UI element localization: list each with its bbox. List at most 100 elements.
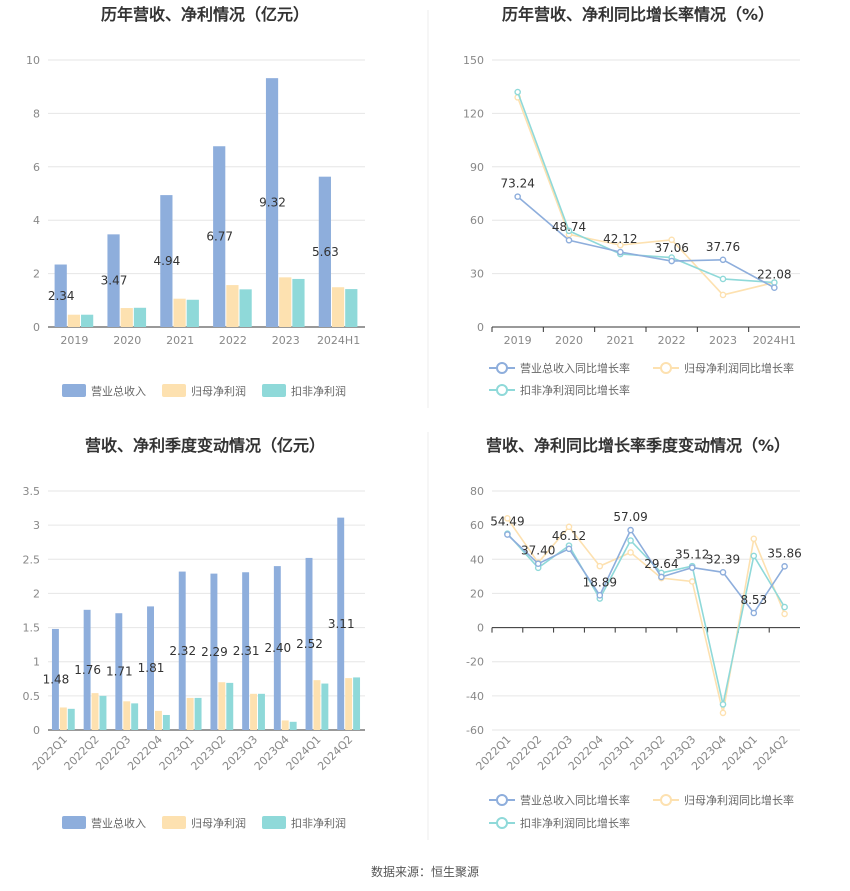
y-tick-label: 0.5 [23,690,41,703]
data-label: 5.63 [312,245,339,259]
legend-label: 归母净利润同比增长率 [684,361,794,375]
data-source-note: 数据来源：恒生聚源 [371,864,479,879]
data-point [627,526,634,534]
data-point [781,610,788,618]
bar-net-profit [91,693,99,730]
data-point [534,560,542,568]
x-tick-label: 2024Q2 [315,733,355,773]
bar-revenue [242,572,250,730]
bar-net-profit [173,298,186,327]
bar-net-profit [313,680,321,730]
bar-deducted-profit [289,721,297,730]
x-tick-label: 2021 [166,334,194,347]
data-point [627,549,634,556]
data-point [719,291,727,299]
bar-revenue [305,557,313,730]
y-tick-label: 20 [470,587,484,600]
x-tick-label: 2020 [113,334,141,347]
bar-revenue [160,195,173,327]
data-label: 37.06 [654,241,688,255]
data-point [514,193,521,200]
y-tick-label: 60 [470,519,484,532]
data-label: 73.24 [500,177,534,191]
data-label: 3.11 [328,617,355,631]
bar-deducted-profit [131,703,139,730]
legend-swatch [262,384,286,397]
data-point [668,257,675,265]
chart-title: 历年营收、净利情况（亿元） [101,5,309,24]
legend-label: 扣非净利润 [291,816,346,830]
data-label: 54.49 [490,515,524,529]
bar-deducted-profit [345,289,358,327]
y-tick-label: 8 [33,107,40,120]
y-tick-label: 1.5 [23,622,41,635]
data-point [565,523,573,531]
bar-net-profit [123,701,131,730]
data-label: 1.76 [74,663,101,677]
data-point [565,545,573,553]
bar-revenue [318,176,331,327]
quarterly-revenue-profit-chart: 营收、净利季度变动情况（亿元） 00.511.522.533.52022Q120… [23,436,365,830]
legend-swatch-marker [496,817,508,829]
data-label: 35.86 [767,546,801,560]
y-tick-label: -60 [466,724,484,737]
data-label: 2.32 [169,644,196,658]
x-tick-label: 2023 [272,334,300,347]
data-point [719,275,727,283]
legend-label: 归母净利润同比增长率 [684,793,794,807]
data-point [596,562,604,570]
bar-net-profit [120,308,133,327]
legend-swatch [162,816,186,829]
bar-deducted-profit [239,289,252,327]
y-tick-label: 3 [33,519,40,532]
bar-deducted-profit [321,683,329,730]
data-label: 6.77 [206,230,233,244]
x-tick-label: 2021 [606,334,634,347]
legend-label: 归母净利润 [191,816,246,830]
y-tick-label: 0 [477,321,484,334]
legend-swatch-marker [660,362,672,374]
data-point [668,236,675,244]
legend-swatch-marker [496,384,508,396]
y-tick-label: 2 [33,268,40,281]
data-point [596,592,604,599]
data-point [504,515,511,522]
data-point [565,236,573,244]
bar-revenue [178,571,186,730]
annual-growth-rate-chart: 历年营收、净利同比增长率情况（%） 0 30 60 90 120 150 2019 2020 2… [463,5,800,397]
bar-revenue [265,78,279,327]
data-point [658,573,665,581]
y-tick-label: 90 [470,161,484,174]
bar-revenue [147,606,154,730]
data-label: 1.71 [106,665,133,679]
bar-revenue [51,628,59,730]
bar-net-profit [281,720,289,730]
data-label: 2.31 [233,644,260,658]
legend-label: 营业总收入同比增长率 [520,361,630,375]
y-tick-label: 80 [470,485,484,498]
bar-revenue [107,234,120,327]
data-point [750,552,758,560]
bar-revenue [273,566,281,730]
bar-net-profit [218,682,226,730]
data-label: 9.32 [259,196,286,210]
data-label: 37.76 [706,240,740,254]
data-label: 1.81 [138,661,165,675]
data-label: 2.40 [264,641,291,655]
data-label: 2.34 [48,289,75,303]
x-tick-label: 2022 [219,334,247,347]
data-point [627,537,634,544]
legend-label: 扣非净利润 [291,384,346,398]
y-tick-label: 60 [470,214,484,227]
data-point [617,241,624,249]
bar-deducted-profit [67,708,75,730]
y-tick-label: -40 [466,690,484,703]
bar-deducted-profit [258,693,265,730]
legend-swatch-marker [496,794,508,806]
bar-net-profit [250,693,258,730]
legend-label: 营业总收入同比增长率 [520,793,630,807]
data-label: 8.53 [740,593,767,607]
y-tick-label: 1 [33,656,40,669]
bar-revenue [54,264,67,327]
